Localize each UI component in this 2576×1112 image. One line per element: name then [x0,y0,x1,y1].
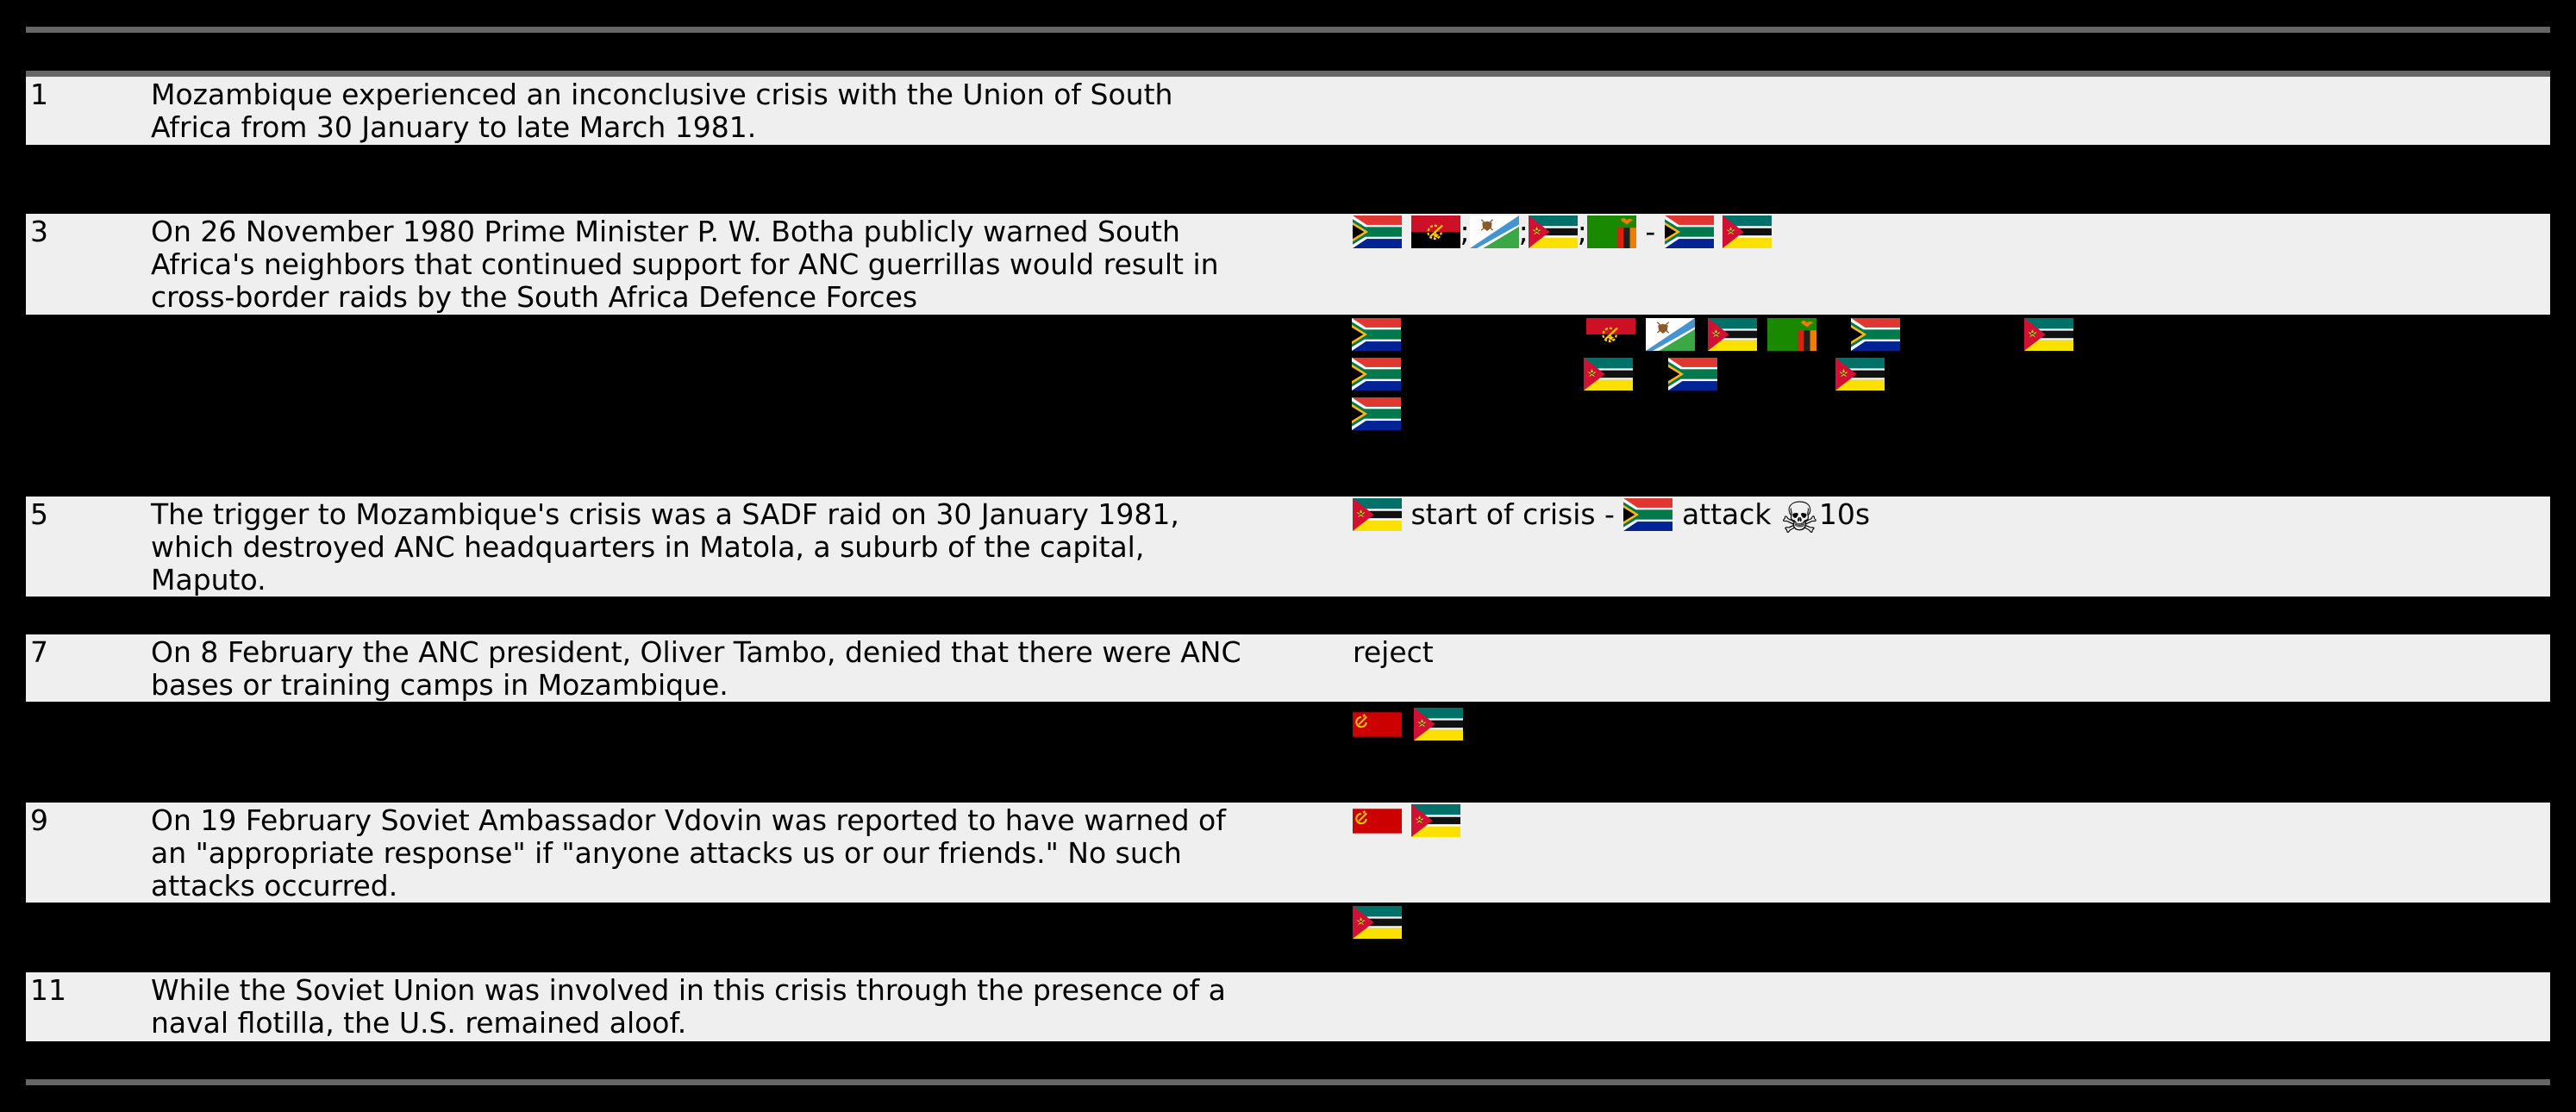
row-text: On 19 February Soviet Ambassador Vdovin … [151,803,1226,903]
timeline-row-1: 1 Mozambique experienced an inconclusive… [26,77,2550,145]
flag-angola [1586,318,1635,351]
top-divider [26,27,2550,33]
annotation-text [1402,215,1411,248]
flag-mozambique [1528,216,1578,248]
flag-mozambique [1410,804,1460,837]
row-number: 3 [30,215,48,248]
flag-lesotho [1469,216,1519,248]
row-number: 9 [30,803,48,837]
skull-crossbones-icon: ☠ [1780,493,1819,543]
timeline-row-3: 3 On 26 November 1980 Prime Minister P. … [26,214,2550,315]
flag-mozambique [1708,318,1757,351]
annotation-text [1402,803,1411,837]
annotation-text: ; [1577,215,1587,248]
flag-mozambique [2024,318,2073,351]
flag-mozambique [1353,498,1402,531]
timeline-row-7: 7 On 8 February the ANC president, Olive… [26,634,2550,702]
flag-south-africa [1353,216,1402,248]
row-number: 7 [30,635,48,669]
row-text: While the Soviet Union was involved in t… [151,973,1226,1040]
row-text: On 26 November 1980 Prime Minister P. W.… [151,215,1219,314]
flag-mozambique [1723,216,1773,248]
row-text: On 8 February the ANC president, Oliver … [151,635,1241,702]
row-annotation: ;;; - [1353,216,2543,248]
row-text: The trigger to Mozambique's crisis was a… [151,497,1179,597]
flag-mozambique [1835,358,1885,390]
timeline-row-11: 11 While the Soviet Union was involved i… [26,972,2550,1041]
row-number: 11 [30,973,66,1007]
flag-mozambique [1353,906,1402,939]
flag-mozambique [1584,358,1633,390]
timeline-row-9: 9 On 19 February Soviet Ambassador Vdovi… [26,803,2550,903]
row-text: Mozambique experienced an inconclusive c… [151,78,1173,144]
annotation-text [1714,215,1723,248]
flag-south-africa [1352,318,1401,351]
flag-soviet-union [1353,712,1402,737]
flag-south-africa [1664,216,1714,248]
annotation-text: ; [1518,215,1529,248]
row-annotation: reject [1353,635,1434,669]
flag-zambia [1586,216,1636,248]
flag-south-africa [1352,358,1401,390]
row-number: 5 [30,497,48,531]
row-annotation [1353,804,2543,837]
flag-south-africa [1851,318,1900,351]
flag-south-africa [1623,498,1673,531]
annotation-text: attack [1673,497,1781,531]
row-annotation: start of crisis - attack ☠10s [1353,497,2543,540]
header-divider [26,71,2550,77]
annotation-text: - [1635,215,1665,248]
flag-zambia [1767,318,1816,351]
annotation-text: start of crisis - [1402,497,1624,531]
flag-lesotho [1646,318,1695,351]
flag-south-africa [1668,358,1717,390]
bottom-divider [26,1079,2550,1085]
flag-mozambique [1414,708,1463,740]
flag-angola [1410,216,1460,248]
timeline-row-5: 5 The trigger to Mozambique's crisis was… [26,497,2550,597]
flag-soviet-union [1353,809,1402,834]
annotation-text: 10s [1818,497,1871,531]
flag-south-africa [1352,397,1401,430]
annotation-text: ; [1460,215,1470,248]
row-number: 1 [30,78,48,111]
